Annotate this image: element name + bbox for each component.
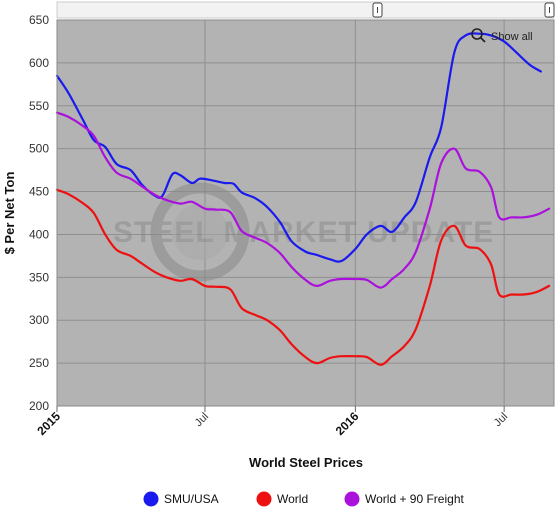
legend-label: SMU/USA <box>164 492 219 506</box>
legend-item-world-90-freight[interactable]: World + 90 Freight <box>344 491 465 507</box>
x-tick-label: Jul <box>492 411 510 429</box>
legend-item-smu-usa[interactable]: SMU/USA <box>143 491 219 507</box>
x-axis-ticks: 2015 Jul 2016 Jul <box>34 406 510 438</box>
y-axis-ticks: 200 250 300 350 400 450 500 550 600 650 <box>29 13 49 413</box>
legend: SMU/USA World World + 90 Freight <box>143 491 465 507</box>
legend-label: World <box>277 492 308 506</box>
legend-item-world[interactable]: World <box>256 491 309 507</box>
y-axis-title: $ Per Net Ton <box>2 172 17 255</box>
x-tick-label: Jul <box>193 411 211 429</box>
legend-label: World + 90 Freight <box>365 492 464 506</box>
series-line-world <box>55 188 551 366</box>
y-tick-label: 250 <box>29 356 49 370</box>
y-tick-label: 300 <box>29 313 49 327</box>
y-tick-label: 550 <box>29 99 49 113</box>
series-line-world-90-freight <box>55 111 551 289</box>
x-tick-label: 2016 <box>333 409 362 438</box>
y-tick-label: 350 <box>29 270 49 284</box>
y-tick-label: 600 <box>29 56 49 70</box>
navigator-track <box>56 1 555 19</box>
navigator-bar[interactable] <box>56 1 555 19</box>
show-all-zoom-button[interactable]: Show all <box>471 28 533 43</box>
legend-marker <box>256 491 272 507</box>
x-axis-title: World Steel Prices <box>249 455 363 470</box>
plot-frame <box>56 19 555 407</box>
plot-background <box>57 20 554 406</box>
magnifier-icon <box>471 28 483 40</box>
show-all-label: Show all <box>491 31 533 43</box>
watermark-swoosh-inner <box>172 204 228 260</box>
legend-marker <box>344 491 360 507</box>
magnifier-icon-handle <box>480 37 486 43</box>
steel-market-update-watermark: STEEL MARKET UPDATE <box>113 182 494 282</box>
series-line-smu-usa <box>55 32 542 263</box>
y-tick-label: 400 <box>29 227 49 241</box>
y-tick-label: 650 <box>29 13 49 27</box>
watermark-text: STEEL MARKET UPDATE <box>113 216 494 249</box>
y-tick-label: 450 <box>29 185 49 199</box>
legend-marker <box>143 491 159 507</box>
series-lines <box>55 32 551 366</box>
y-tick-label: 200 <box>29 399 49 413</box>
y-tick-label: 500 <box>29 142 49 156</box>
x-tick-label: 2015 <box>34 409 63 438</box>
